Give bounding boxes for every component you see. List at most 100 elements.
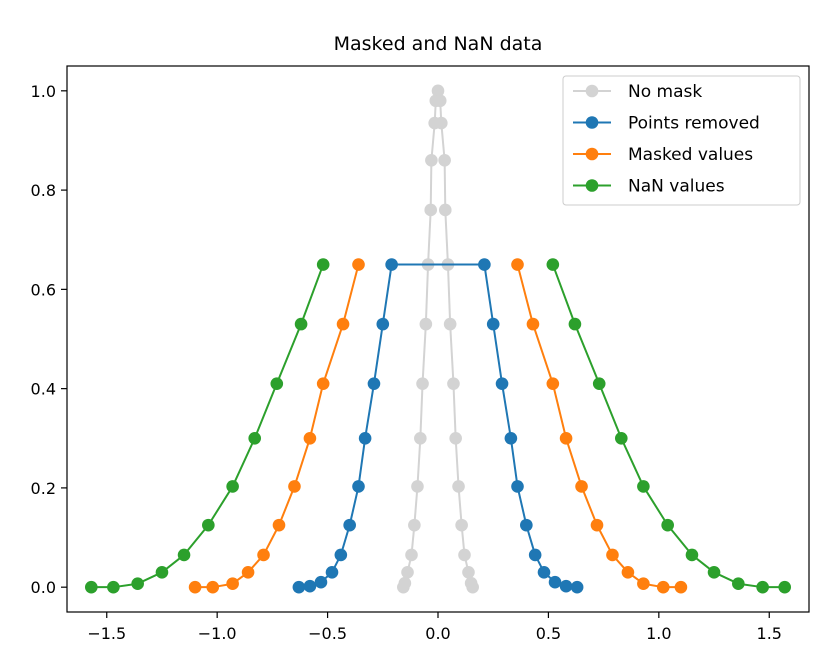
data-point: [385, 258, 398, 271]
legend-swatch-marker: [585, 116, 599, 129]
data-point: [674, 580, 688, 594]
data-point: [270, 377, 284, 390]
data-point: [732, 577, 745, 591]
data-point: [84, 580, 98, 594]
data-point: [177, 548, 191, 562]
data-point: [452, 480, 465, 493]
y-tick-label: 0.4: [31, 380, 56, 399]
data-point: [511, 480, 524, 493]
y-tick-label: 0.8: [31, 181, 56, 200]
series-masked-values: [188, 258, 688, 594]
data-point: [495, 377, 509, 390]
legend-swatch-marker: [585, 84, 599, 98]
series-points-removed: [292, 258, 584, 594]
x-tick-label: −0.5: [308, 624, 347, 643]
data-point: [431, 84, 445, 98]
y-tick-label: 0.6: [31, 280, 56, 299]
data-point: [455, 518, 468, 532]
x-tick-label: 1.0: [646, 624, 671, 643]
data-point: [419, 317, 433, 331]
data-point: [334, 548, 348, 562]
data-point: [614, 431, 628, 445]
data-point: [559, 579, 573, 593]
legend-swatch-marker: [585, 147, 599, 161]
data-point: [292, 580, 306, 594]
data-point: [449, 431, 462, 445]
legend-swatch-marker: [585, 179, 599, 192]
data-point: [661, 518, 674, 532]
data-point: [424, 203, 438, 217]
y-tick-label: 1.0: [31, 82, 56, 101]
data-point: [325, 565, 339, 579]
data-point: [438, 203, 452, 217]
legend-label: Masked values: [628, 145, 753, 165]
chart-title: Masked and NaN data: [334, 33, 543, 55]
data-point: [447, 377, 460, 390]
data-point: [570, 580, 584, 594]
legend-item: No mask: [573, 82, 702, 102]
series-line: [91, 264, 325, 589]
series-line: [516, 264, 681, 589]
data-point: [226, 577, 239, 591]
data-point: [621, 565, 635, 579]
y-tick-label: 0.0: [31, 578, 56, 597]
data-point: [590, 518, 604, 532]
data-point: [155, 565, 169, 579]
data-point: [438, 154, 451, 167]
series-line: [298, 263, 578, 589]
data-point: [592, 377, 606, 390]
data-point: [486, 317, 500, 331]
data-point: [520, 518, 533, 532]
data-point: [411, 480, 424, 493]
data-point: [433, 94, 447, 108]
data-point: [288, 480, 301, 493]
data-point: [414, 431, 427, 445]
y-axis: 0.0 0.2 0.4 0.6 0.8 1.0: [31, 82, 67, 597]
data-point: [405, 548, 418, 562]
data-point: [528, 548, 542, 562]
data-point: [511, 258, 524, 271]
data-point: [343, 518, 356, 532]
data-point: [707, 565, 721, 579]
legend-label: NaN values: [628, 177, 725, 197]
data-point: [756, 580, 769, 594]
data-point: [466, 580, 479, 594]
data-point: [358, 431, 372, 445]
legend-item: Points removed: [573, 114, 760, 134]
data-point: [548, 575, 562, 589]
data-point: [206, 580, 220, 594]
x-tick-label: 1.5: [757, 624, 782, 643]
data-point: [352, 258, 365, 271]
data-point: [336, 317, 350, 331]
series-nan-values: [84, 258, 792, 594]
data-point: [537, 565, 551, 579]
data-point: [272, 518, 286, 532]
data-point: [546, 258, 560, 271]
data-point: [568, 317, 582, 331]
data-point: [425, 154, 438, 167]
data-point: [443, 317, 457, 331]
x-tick-label: 0.5: [536, 624, 561, 643]
data-point: [107, 580, 120, 594]
data-point: [248, 431, 262, 445]
series-layer: [84, 84, 792, 594]
x-tick-label: 0.0: [425, 624, 450, 643]
data-point: [656, 580, 670, 594]
x-tick-label: −1.0: [198, 624, 237, 643]
x-axis: −1.5 −1.0 −0.5 0.0 0.5 1.0 1.5: [87, 612, 782, 643]
series-line: [551, 264, 785, 589]
data-point: [637, 577, 650, 591]
data-point: [462, 565, 475, 579]
series-line: [402, 89, 474, 588]
data-point: [398, 576, 412, 590]
series-no-mask: [397, 84, 479, 594]
data-point: [202, 518, 215, 532]
data-point: [778, 580, 792, 594]
data-point: [685, 548, 699, 562]
legend-item: NaN values: [573, 177, 725, 197]
data-point: [458, 548, 471, 562]
x-tick-label: −1.5: [87, 624, 126, 643]
data-point: [303, 431, 317, 445]
data-point: [314, 575, 328, 589]
